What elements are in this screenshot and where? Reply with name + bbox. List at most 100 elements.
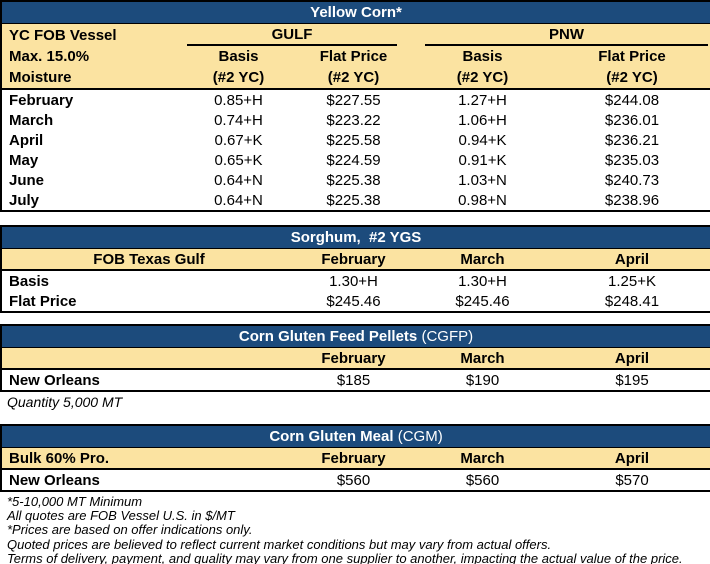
table-row: July 0.64+N $225.38 0.98+N $238.96 [1,190,710,211]
sorghum-row-header: FOB Texas Gulf [1,248,296,271]
col-unit: (#2 YC) [181,66,296,91]
cgm-title-abbrev: (CGM) [393,428,443,445]
month-label: June [1,170,181,190]
month-header: March [411,347,554,370]
price-cell: $560 [411,469,554,491]
footnotes: *5-10,000 MT Minimum All quotes are FOB … [0,494,710,564]
row-label: Basis [1,270,296,291]
sorghum-title: Sorghum, #2 YGS [1,226,710,249]
cgm-title-bold: Corn Gluten Meal [269,428,394,445]
col-header-pnw-flat: Flat Price [554,46,710,67]
table-row: May 0.65+K $224.59 0.91+K $235.03 [1,150,710,170]
cgm-table: Corn Gluten Meal (CGM) Bulk 60% Pro. Feb… [0,424,710,492]
yellow-corn-title-bar: Yellow Corn* [1,1,710,24]
table-row: Flat Price $245.46 $245.46 $248.41 [1,291,710,312]
sorghum-title-bar: Sorghum, #2 YGS [1,226,710,249]
cgfp-header-row: February March April [1,347,710,370]
footnote: Terms of delivery, payment, and quality … [7,550,683,564]
flat-price-cell: $225.38 [296,190,411,211]
col-header-gulf-basis: Basis [181,46,296,67]
flat-price-cell: $248.41 [554,291,710,312]
month-header: April [554,347,710,370]
row-label: Flat Price [1,291,296,312]
price-cell: $190 [411,369,554,391]
basis-cell: 1.30+H [411,270,554,291]
yellow-corn-row-header: YC FOB Vessel Max. 15.0% Moisture [1,23,181,90]
basis-cell: 0.74+H [181,110,296,130]
price-cell: $570 [554,469,710,491]
basis-cell: 0.67+K [181,130,296,150]
row-header-line: YC FOB Vessel [9,27,117,44]
flat-price-cell: $235.03 [554,150,710,170]
footnote: *Prices are based on offer indications o… [7,522,253,538]
table-row: March 0.74+H $223.22 1.06+H $236.01 [1,110,710,130]
group-header-row: YC FOB Vessel Max. 15.0% Moisture GULF P… [1,23,710,90]
month-header: February [296,248,411,271]
basis-cell: 1.06+H [411,110,554,130]
col-unit: (#2 YC) [296,66,411,91]
basis-cell: 0.98+N [411,190,554,211]
month-label: February [1,89,181,110]
basis-cell: 1.27+H [411,89,554,110]
table-row: New Orleans $560 $560 $570 [1,469,710,491]
sub-unit-row: (#2 YC) (#2 YC) (#2 YC) (#2 YC) [1,66,710,91]
basis-cell: 0.94+K [411,130,554,150]
flat-price-cell: $245.46 [411,291,554,312]
flat-price-cell: $244.08 [554,89,710,110]
footnote: All quotes are FOB Vessel U.S. in $/MT [7,508,235,524]
month-header: March [411,248,554,271]
table-row: February 0.85+H $227.55 1.27+H $244.08 [1,89,710,110]
cgm-title: Corn Gluten Meal (CGM) [1,425,710,448]
price-cell: $185 [296,369,411,391]
cgfp-title-bold: Corn Gluten Feed Pellets [238,328,418,345]
flat-price-cell: $223.22 [296,110,411,130]
table-row: April 0.67+K $225.58 0.94+K $236.21 [1,130,710,150]
month-label: May [1,150,181,170]
month-header: February [296,447,411,470]
cgm-header-row: Bulk 60% Pro. February March April [1,447,710,470]
basis-cell: 1.25+K [554,270,710,291]
pnw-group-header: PNW [425,25,709,46]
flat-price-cell: $227.55 [296,89,411,110]
cgfp-title-abbrev: (CGFP) [417,328,474,345]
flat-price-cell: $224.59 [296,150,411,170]
yellow-corn-title: Yellow Corn* [1,1,710,24]
basis-cell: 0.64+N [181,170,296,190]
row-label: New Orleans [1,469,296,491]
month-header: February [296,347,411,370]
table-row: Basis 1.30+H 1.30+H 1.25+K [1,270,710,291]
col-header-pnw-basis: Basis [411,46,554,67]
price-cell: $195 [554,369,710,391]
empty-header-cell [1,347,296,370]
gulf-group-cell: GULF [181,23,411,47]
basis-cell: 0.91+K [411,150,554,170]
month-header: April [554,248,710,271]
table-row: June 0.64+N $225.38 1.03+N $240.73 [1,170,710,190]
cgm-row-header: Bulk 60% Pro. [1,447,296,470]
basis-cell: 0.65+K [181,150,296,170]
flat-price-cell: $236.01 [554,110,710,130]
gulf-group-header: GULF [187,25,397,46]
month-label: April [1,130,181,150]
yellow-corn-table: Yellow Corn* YC FOB Vessel Max. 15.0% Mo… [0,0,710,212]
basis-cell: 1.30+H [296,270,411,291]
month-header: March [411,447,554,470]
row-header-line: Moisture [9,69,72,86]
flat-price-cell: $225.38 [296,170,411,190]
sorghum-table: Sorghum, #2 YGS FOB Texas Gulf February … [0,225,710,313]
basis-cell: 0.85+H [181,89,296,110]
col-unit: (#2 YC) [554,66,710,91]
month-label: July [1,190,181,211]
flat-price-cell: $240.73 [554,170,710,190]
basis-cell: 1.03+N [411,170,554,190]
row-label: New Orleans [1,369,296,391]
month-header: April [554,447,710,470]
basis-cell: 0.64+N [181,190,296,211]
cgm-title-bar: Corn Gluten Meal (CGM) [1,425,710,448]
cgfp-table: Corn Gluten Feed Pellets (CGFP) February… [0,324,710,392]
sorghum-header-row: FOB Texas Gulf February March April [1,248,710,271]
flat-price-cell: $245.46 [296,291,411,312]
col-unit: (#2 YC) [411,66,554,91]
month-label: March [1,110,181,130]
